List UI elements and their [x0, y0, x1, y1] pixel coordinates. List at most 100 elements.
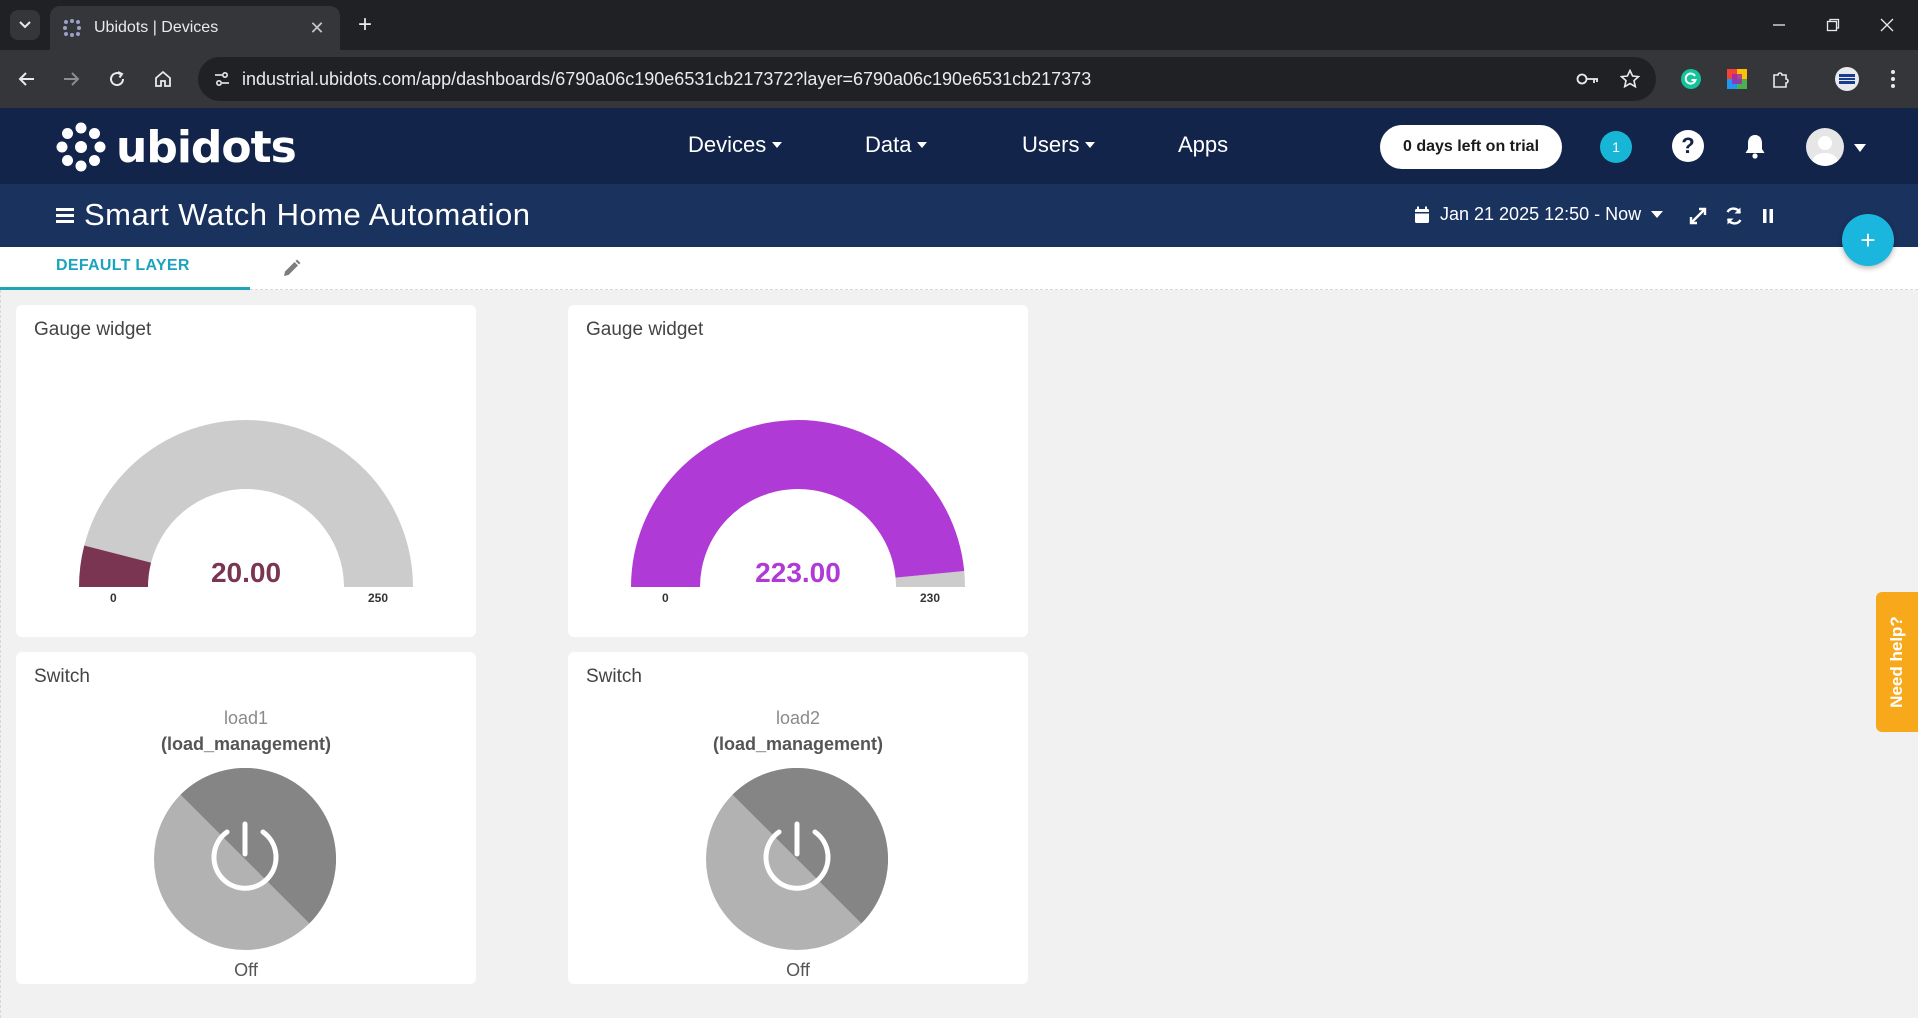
browser-tab-bar: Ubidots | Devices ✕ + — [0, 0, 1918, 50]
grammarly-extension-icon[interactable] — [1676, 64, 1706, 94]
power-icon — [211, 829, 279, 891]
arrow-left-icon — [18, 72, 34, 86]
switch-variable: (load_management) — [160, 734, 332, 754]
logo-text: ubidots — [116, 121, 297, 173]
ubidots-logo-icon — [56, 122, 106, 172]
layer-bar: DEFAULT LAYER — [0, 247, 1918, 290]
tab-default-layer[interactable]: DEFAULT LAYER — [0, 247, 250, 290]
switch-label: load1 — [223, 708, 269, 728]
bell-icon[interactable] — [1740, 130, 1770, 162]
user-avatar[interactable] — [1806, 128, 1844, 166]
nav-users[interactable]: Users — [1022, 132, 1096, 158]
gauge-min-label: 0 — [662, 591, 669, 605]
arrow-right-icon — [64, 72, 80, 86]
caret-down-icon — [772, 142, 783, 148]
nav-devices-label: Devices — [688, 132, 767, 157]
widget-title: Switch — [34, 666, 90, 687]
gauge-arc-1 — [79, 419, 414, 587]
extensions-puzzle-icon[interactable] — [1766, 64, 1796, 94]
bookmark-star-icon[interactable] — [1618, 67, 1642, 91]
dashboard-canvas: Gauge widget 20.00 0 250 Gauge widget 22… — [0, 290, 1918, 1018]
browser-menu-icon[interactable] — [1878, 64, 1908, 94]
switch-variable: (load_management) — [712, 734, 884, 754]
nav-devices[interactable]: Devices — [688, 132, 783, 158]
edit-pencil-icon[interactable] — [280, 258, 302, 280]
nav-apps-label: Apps — [1178, 132, 1229, 157]
switch-power-button[interactable] — [706, 768, 888, 950]
add-widget-button[interactable]: + — [1842, 214, 1894, 266]
gauge-max-label: 230 — [920, 591, 941, 605]
date-range-picker[interactable]: Jan 21 2025 12:50 - Now — [1414, 204, 1664, 225]
account-caret-icon[interactable] — [1854, 144, 1866, 152]
gauge-value: 20.00 — [210, 557, 282, 588]
nav-apps[interactable]: Apps — [1178, 132, 1228, 158]
minimize-button[interactable] — [1764, 12, 1794, 38]
gauge-value: 223.00 — [755, 557, 841, 588]
forward-button[interactable] — [56, 64, 86, 94]
widget-title: Gauge widget — [586, 319, 704, 340]
tab-search-button[interactable] — [10, 10, 40, 40]
nav-data-label: Data — [865, 132, 912, 157]
gauge-arc-2 — [631, 419, 965, 587]
tab-title: Ubidots | Devices — [94, 19, 219, 36]
restore-button[interactable] — [1818, 12, 1848, 38]
site-info-button[interactable] — [208, 65, 236, 93]
ubidots-favicon-icon — [63, 19, 81, 37]
address-bar[interactable]: industrial.ubidots.com/app/dashboards/67… — [198, 57, 1656, 101]
chevron-down-icon — [19, 21, 31, 29]
new-tab-button[interactable]: + — [357, 11, 372, 38]
gauge-max-label: 250 — [368, 591, 389, 605]
tab-close-icon[interactable]: ✕ — [309, 17, 325, 38]
browser-tab-active[interactable]: Ubidots | Devices ✕ — [50, 6, 340, 50]
gauge-track — [895, 571, 965, 587]
user-avatar-icon — [1812, 136, 1838, 166]
notification-count-badge[interactable]: 1 — [1600, 131, 1632, 163]
gauge-fill — [79, 545, 152, 587]
date-range-text: Jan 21 2025 12:50 - Now — [1440, 204, 1642, 224]
switch-widget-1: Switch load1 (load_management) Off — [16, 652, 476, 984]
browser-toolbar: industrial.ubidots.com/app/dashboards/67… — [0, 50, 1918, 108]
close-window-button[interactable] — [1872, 12, 1902, 38]
profile-icon[interactable] — [1832, 64, 1862, 94]
switch-state: Off — [234, 960, 258, 980]
reload-button[interactable] — [102, 64, 132, 94]
home-button[interactable] — [148, 64, 178, 94]
caret-down-icon — [1085, 142, 1096, 148]
reload-icon — [110, 71, 125, 87]
tune-icon — [215, 71, 229, 87]
gauge-min-label: 0 — [110, 591, 117, 605]
colorful-extension-icon[interactable] — [1722, 64, 1752, 94]
nav-data[interactable]: Data — [865, 132, 928, 158]
need-help-tab[interactable]: Need help? — [1876, 592, 1918, 732]
hamburger-menu-icon[interactable] — [56, 208, 74, 224]
nav-users-label: Users — [1022, 132, 1080, 157]
help-button[interactable]: ? — [1672, 130, 1704, 162]
app-header: ubidots Devices Data Users Apps 0 days l… — [0, 108, 1918, 184]
switch-widget-2: Switch load2 (load_management) Off — [568, 652, 1028, 984]
gauge-fill — [631, 419, 965, 587]
caret-down-icon — [917, 142, 928, 148]
pause-icon[interactable] — [1756, 204, 1780, 228]
gauge-widget-2[interactable]: Gauge widget 223.00 0 230 — [568, 305, 1028, 637]
fullscreen-icon[interactable] — [1686, 204, 1710, 228]
url-text[interactable]: industrial.ubidots.com/app/dashboards/67… — [242, 69, 1092, 89]
caret-down-icon — [1651, 211, 1664, 218]
restore-icon — [1826, 18, 1840, 32]
power-icon — [763, 829, 831, 891]
password-key-icon[interactable] — [1576, 67, 1600, 91]
close-icon — [1880, 18, 1894, 32]
gauge-track — [84, 419, 414, 587]
switch-label: load2 — [775, 708, 821, 728]
dashboard-bar: Smart Watch Home Automation Jan 21 2025 … — [0, 184, 1918, 247]
switch-power-button[interactable] — [154, 768, 336, 950]
need-help-label: Need help? — [1887, 616, 1906, 708]
home-icon — [155, 70, 171, 87]
trial-status-button[interactable]: 0 days left on trial — [1380, 125, 1562, 169]
widget-title: Switch — [586, 666, 642, 687]
back-button[interactable] — [12, 64, 42, 94]
refresh-icon[interactable] — [1722, 204, 1746, 228]
dashboard-title: Smart Watch Home Automation — [84, 197, 531, 232]
ubidots-logo[interactable]: ubidots — [56, 121, 297, 173]
minimize-icon — [1773, 24, 1785, 26]
gauge-widget-1[interactable]: Gauge widget 20.00 0 250 — [16, 305, 476, 637]
